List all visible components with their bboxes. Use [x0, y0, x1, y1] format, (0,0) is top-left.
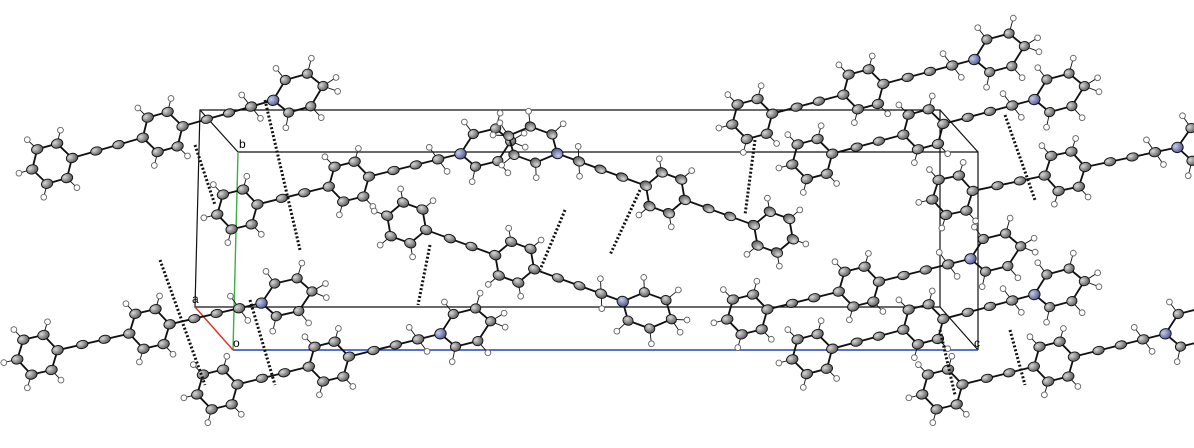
- axis-label: c: [974, 336, 980, 350]
- contacts: [160, 100, 1035, 395]
- molecules: [0, 10, 1194, 430]
- axis-b: [233, 152, 238, 350]
- molecule: [7, 50, 349, 206]
- page: {"cell_axis_labels": {"b": "b", "a": "a"…: [0, 0, 1194, 448]
- packing-diagram: b a o c: [0, 0, 1194, 448]
- axis-label: a: [192, 292, 199, 306]
- molecule: [193, 105, 536, 250]
- axis-label: o: [233, 336, 240, 350]
- cell-back: [195, 110, 940, 307]
- axis-label: b: [239, 137, 246, 151]
